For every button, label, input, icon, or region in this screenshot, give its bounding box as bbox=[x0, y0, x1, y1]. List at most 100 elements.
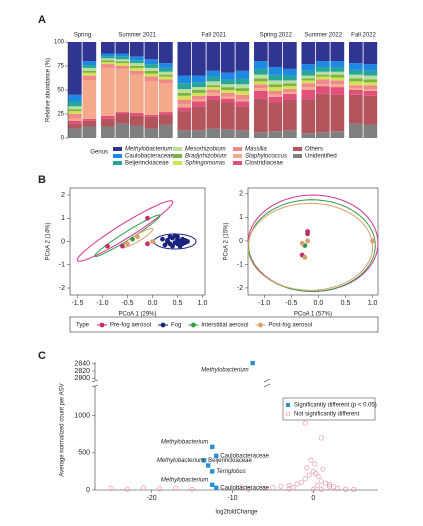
point bbox=[120, 243, 125, 249]
bar-segment bbox=[68, 106, 82, 110]
bar-segment bbox=[301, 133, 316, 138]
bar-segment bbox=[330, 42, 345, 62]
bar-segment bbox=[192, 95, 206, 100]
x-tick-label: -1.0 bbox=[96, 300, 108, 307]
bar-segment bbox=[101, 126, 115, 138]
legend-label: Sphingomonas bbox=[185, 161, 225, 167]
legend-label: Beijerinckiaceae bbox=[125, 161, 169, 167]
legend-label: Others bbox=[305, 147, 323, 153]
y-tick-label: 0 bbox=[239, 238, 243, 245]
bar-segment bbox=[254, 98, 268, 133]
bar-segment bbox=[68, 111, 82, 114]
bar-segment bbox=[130, 115, 144, 126]
bar-segment bbox=[101, 62, 115, 65]
bar-segment bbox=[82, 118, 97, 121]
bar-segment bbox=[115, 123, 130, 138]
bar-segment bbox=[235, 70, 250, 79]
point bbox=[270, 485, 276, 491]
bar-segment bbox=[330, 61, 345, 67]
legend-marker bbox=[286, 403, 290, 407]
point bbox=[160, 236, 165, 242]
legend-swatch bbox=[113, 161, 122, 165]
y-tick-label: 0 bbox=[61, 136, 65, 142]
bar-segment bbox=[101, 56, 115, 59]
legend-label: Caulobacteraceae bbox=[125, 154, 174, 160]
bar-segment bbox=[206, 92, 221, 96]
bar-segment bbox=[235, 90, 250, 95]
point bbox=[177, 243, 183, 249]
bar-segment bbox=[159, 112, 173, 115]
bar-segment bbox=[221, 98, 235, 103]
y-tick-label: 0 bbox=[61, 238, 65, 245]
bar-segment bbox=[330, 66, 345, 72]
x-tick-label: 0.0 bbox=[148, 300, 158, 307]
bar-segment bbox=[301, 78, 316, 81]
bar-segment bbox=[349, 69, 363, 75]
legend-label: Clostridiaceae bbox=[245, 161, 284, 167]
bar-segment bbox=[330, 77, 345, 81]
bar-segment bbox=[206, 128, 221, 138]
point bbox=[290, 485, 296, 491]
point bbox=[124, 486, 130, 492]
bar-segment bbox=[177, 104, 192, 108]
bar-segment bbox=[221, 92, 235, 97]
bar-segment bbox=[316, 93, 330, 133]
legend-marker bbox=[99, 322, 105, 328]
bar-segment bbox=[330, 71, 345, 75]
point bbox=[299, 240, 305, 246]
point bbox=[145, 215, 150, 221]
point bbox=[326, 483, 332, 489]
x-tick-label: -20 bbox=[147, 495, 157, 502]
bar-segment bbox=[82, 70, 97, 73]
bar-segment bbox=[330, 74, 345, 78]
bar-segment bbox=[159, 79, 173, 84]
bar-segment bbox=[130, 66, 144, 68]
point bbox=[189, 486, 195, 492]
bar-segment bbox=[254, 88, 268, 91]
bar-segment bbox=[268, 66, 283, 75]
bar-segment bbox=[144, 114, 159, 117]
group-label: Fall 2021 bbox=[201, 33, 226, 39]
point bbox=[214, 485, 219, 490]
point bbox=[125, 241, 130, 247]
point-label: Terriglobus bbox=[216, 469, 245, 475]
point bbox=[312, 461, 318, 467]
ellipse bbox=[94, 214, 161, 257]
point bbox=[326, 482, 332, 488]
x-tick-label: -0.5 bbox=[285, 300, 297, 307]
point-label: Caulobacteraceae bbox=[220, 485, 269, 491]
point bbox=[262, 486, 268, 492]
bar-segment bbox=[330, 94, 345, 132]
y-tick-label: 2840 bbox=[74, 361, 90, 368]
point bbox=[305, 238, 310, 244]
legend-label: Mesorhizobium bbox=[185, 147, 226, 153]
bar-segment bbox=[235, 42, 250, 71]
point bbox=[206, 463, 211, 468]
x-tick-label: 1.0 bbox=[198, 300, 208, 307]
bar-segment bbox=[68, 42, 82, 95]
bar-segment bbox=[363, 89, 378, 91]
bar-segment bbox=[144, 81, 159, 115]
bar-segment bbox=[144, 128, 159, 138]
bar-segment bbox=[349, 74, 363, 79]
bar-segment bbox=[82, 65, 97, 68]
point bbox=[210, 444, 215, 450]
bar-segment bbox=[130, 63, 144, 66]
bar-segment bbox=[283, 93, 297, 100]
point bbox=[173, 485, 179, 491]
legend-swatch bbox=[233, 147, 242, 151]
legend-swatch bbox=[233, 154, 242, 158]
bar-segment bbox=[192, 75, 206, 83]
point bbox=[370, 238, 375, 244]
bar-segment bbox=[349, 88, 363, 90]
point bbox=[286, 483, 292, 489]
y-tick-label: -2 bbox=[59, 285, 65, 292]
legend-label: Unidentified bbox=[305, 154, 337, 160]
bar-segment bbox=[268, 131, 283, 138]
bar-segment bbox=[115, 42, 130, 54]
bar-segment bbox=[283, 80, 297, 84]
bar-segment bbox=[115, 56, 130, 60]
legend-swatch bbox=[113, 147, 122, 151]
point bbox=[150, 239, 155, 244]
bar-segment bbox=[192, 106, 206, 131]
